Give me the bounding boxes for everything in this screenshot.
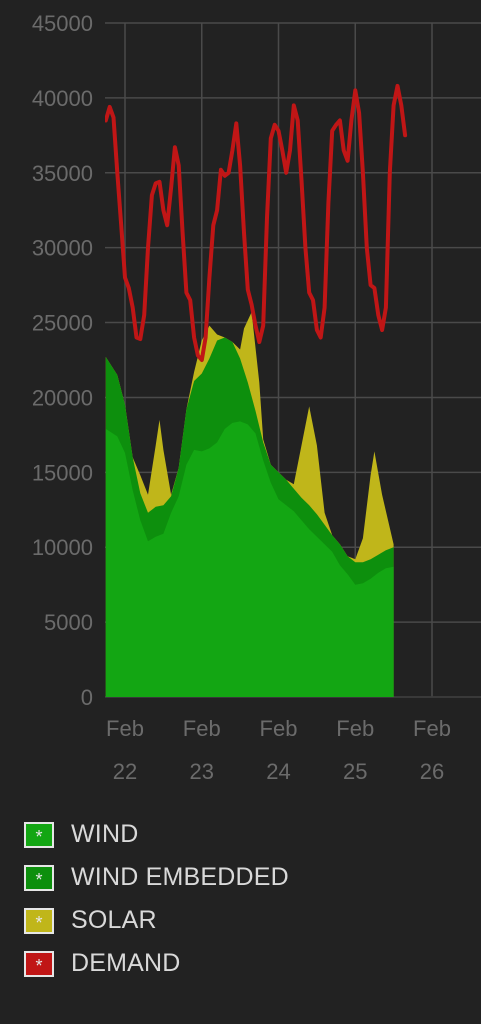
y-axis-labels: 0 5000 10000 15000 20000 25000 30000 35000 40000… [32, 11, 93, 710]
legend-item-demand[interactable]: * DEMAND [24, 942, 464, 985]
x-tick-label-day: 24 [266, 759, 290, 784]
legend-label-demand: DEMAND [71, 949, 181, 977]
energy-chart: 0 5000 10000 15000 20000 25000 30000 35000 40000… [32, 11, 481, 784]
y-tick-label: 15000 [32, 460, 93, 485]
legend-label-wind-embedded: WIND EMBEDDED [71, 863, 289, 891]
x-tick-label-month: Feb [336, 716, 374, 741]
y-tick-label: 45000 [32, 11, 93, 36]
chart-areas [105, 312, 394, 697]
x-tick-label-day: 23 [190, 759, 214, 784]
area-wind [105, 421, 394, 697]
x-tick-label-month: Feb [183, 716, 221, 741]
legend-item-wind[interactable]: * WIND [24, 813, 464, 856]
chart-lines [105, 83, 408, 362]
y-tick-label: 40000 [32, 86, 93, 111]
line-demand [105, 83, 408, 362]
x-tick-label-day: 22 [113, 759, 137, 784]
x-tick-label-day: 26 [420, 759, 444, 784]
x-tick-label-month: Feb [413, 716, 451, 741]
y-tick-label: 10000 [32, 535, 93, 560]
legend-label-solar: SOLAR [71, 906, 157, 934]
y-tick-label: 25000 [32, 311, 93, 336]
chart-legend: * WIND * WIND EMBEDDED * SOLAR * DEMAND [24, 813, 464, 985]
legend-item-wind-embedded[interactable]: * WIND EMBEDDED [24, 856, 464, 899]
legend-label-wind: WIND [71, 820, 139, 848]
y-tick-label: 0 [81, 685, 93, 710]
x-tick-label-month: Feb [260, 716, 298, 741]
legend-swatch-wind: * [24, 821, 54, 848]
legend-item-solar[interactable]: * SOLAR [24, 899, 464, 942]
x-axis-labels: Feb 22 Feb 23 Feb 24 Feb 25 Feb 26 [106, 716, 451, 784]
x-tick-label-month: Feb [106, 716, 144, 741]
x-tick-label-day: 25 [343, 759, 367, 784]
y-tick-label: 35000 [32, 161, 93, 186]
y-tick-label: 5000 [44, 610, 93, 635]
y-tick-label: 30000 [32, 236, 93, 261]
legend-swatch-solar: * [24, 907, 54, 934]
y-tick-label: 20000 [32, 385, 93, 410]
legend-swatch-wind-embedded: * [24, 864, 54, 891]
legend-swatch-demand: * [24, 950, 54, 977]
